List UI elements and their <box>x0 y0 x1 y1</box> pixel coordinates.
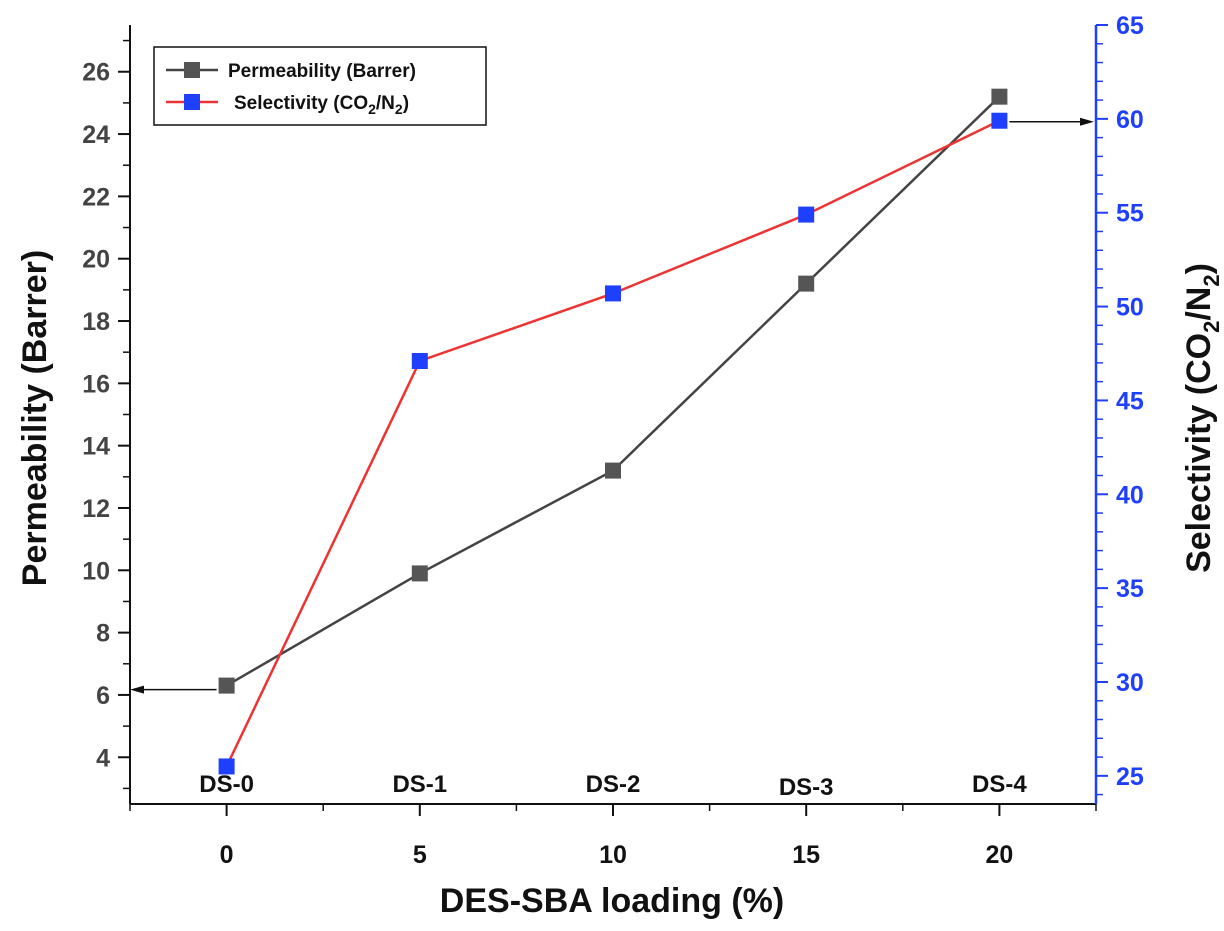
permeability-line <box>225 95 1001 687</box>
right-tick-label: 40 <box>1116 481 1144 509</box>
left-tick-label: 24 <box>82 121 110 149</box>
selectivity-point <box>991 112 1008 129</box>
category-label: DS-2 <box>586 771 641 798</box>
right-y-axis-title-main: Selectivity (CO <box>1180 333 1218 573</box>
category-label: DS-4 <box>972 771 1027 798</box>
x-tick-label: 5 <box>413 841 427 869</box>
x-tick-label: 0 <box>220 841 234 869</box>
left-tick-label: 14 <box>82 433 110 461</box>
right-tick-label: 60 <box>1116 106 1144 134</box>
category-label: DS-3 <box>779 774 834 801</box>
tick-labels: 0 5 10 15 2046810121416182022242625303540455… <box>82 12 1144 869</box>
left-tick-label: 16 <box>82 370 110 398</box>
x-tick-label: 10 <box>599 841 627 869</box>
left-tick-label: 12 <box>82 495 110 523</box>
legend-selectivity-sub2: 2 <box>395 101 403 117</box>
left-tick-label: 26 <box>82 59 110 87</box>
left-y-axis-title: Permeability (Barrer) <box>16 250 54 586</box>
right-tick-label: 50 <box>1116 294 1144 322</box>
legend-permeability-label: Permeability (Barrer) <box>228 61 416 82</box>
left-tick-label: 10 <box>82 557 110 585</box>
right-tick-label: 45 <box>1116 387 1144 415</box>
x-tick-label: 15 <box>792 841 820 869</box>
left-tick-label: 22 <box>82 183 110 211</box>
left-tick-label: 18 <box>82 308 110 336</box>
legend-selectivity-label: Selectivity (CO2/N2) <box>234 93 409 117</box>
x-axis-title: DES-SBA loading (%) <box>440 882 784 920</box>
legend-box <box>153 46 487 126</box>
legend-selectivity-mid: /N <box>376 93 395 114</box>
right-y-axis-title-sub2: 2 <box>1199 274 1224 286</box>
legend-permeability-marker <box>184 62 200 78</box>
left-tick-label: 4 <box>96 744 110 772</box>
category-labels: DS-0 DS-1 DS-2 DS-3 DS-4 <box>199 771 1027 801</box>
selectivity-point <box>605 285 621 302</box>
permeability-point <box>798 275 815 292</box>
right-tick-label: 30 <box>1116 669 1144 697</box>
left-axis-arrow-head <box>130 685 144 694</box>
permeability-point <box>991 88 1008 105</box>
selectivity-point <box>411 353 428 370</box>
left-tick-label: 8 <box>96 620 110 648</box>
series <box>218 88 1008 775</box>
right-y-axis-title-sub1: 2 <box>1199 321 1224 333</box>
left-tick-label: 6 <box>96 682 110 710</box>
permeability-point <box>411 565 428 582</box>
tick-marks <box>118 24 1108 816</box>
selectivity-point <box>218 758 235 775</box>
right-tick-label: 55 <box>1116 200 1144 228</box>
axis-arrows <box>130 117 1094 694</box>
legend-selectivity-end: ) <box>403 93 409 114</box>
left-tick-label: 20 <box>82 246 110 274</box>
legend-selectivity-main: Selectivity (CO <box>234 93 368 114</box>
selectivity-line <box>225 119 1000 767</box>
right-tick-label: 25 <box>1116 763 1144 791</box>
right-tick-label: 65 <box>1116 12 1144 40</box>
category-label: DS-0 <box>199 771 254 798</box>
right-tick-label: 35 <box>1116 575 1144 603</box>
permeability-point <box>605 462 621 479</box>
right-axis-arrow-head <box>1080 117 1094 126</box>
permeability-point <box>218 677 235 694</box>
selectivity-point <box>798 206 815 223</box>
legend-selectivity-marker <box>184 94 200 110</box>
category-label: DS-1 <box>392 771 447 798</box>
right-y-axis-title-end: ) <box>1180 263 1218 274</box>
right-y-axis-title: Selectivity (CO2/N2) <box>1180 263 1224 573</box>
x-tick-label: 20 <box>985 841 1013 869</box>
right-y-axis-title-mid: /N <box>1180 287 1218 321</box>
legend: Permeability (Barrer) Selectivity (CO2/N… <box>153 46 487 126</box>
legend-selectivity-sub1: 2 <box>368 101 376 117</box>
